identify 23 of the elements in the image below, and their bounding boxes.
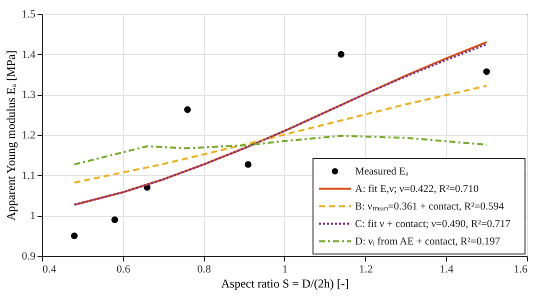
x-tick-label: 0.8 <box>197 264 212 276</box>
legend-label: D: νᵢ from AE + contact, R²=0.197 <box>355 236 500 248</box>
legend-label: Measured Eₐ <box>355 166 408 178</box>
y-axis-title: Apparent Young modulus Eₐ [MPa] <box>4 50 18 221</box>
x-tick-label: 1.4 <box>440 264 454 276</box>
y-tick-label: 1.1 <box>22 170 36 182</box>
x-tick-label: 1.6 <box>514 264 528 276</box>
line-series <box>73 134 488 166</box>
x-axis-title: Aspect ratio S = D/(2h) [-] <box>221 276 349 290</box>
x-tick-label: 0.4 <box>42 264 57 276</box>
line-series <box>73 84 488 184</box>
y-tick-label: 1.3 <box>22 89 36 102</box>
legend-label: B: νₘₑₐₙ=0.361 + contact, R²=0.594 <box>355 201 505 212</box>
x-tick-label: 0.6 <box>116 264 131 276</box>
y-tick-label: 1.4 <box>22 48 36 61</box>
legend-label: C: fit ν + contact; ν=0.490, R²=0.717 <box>355 218 511 230</box>
x-tick-label: 1.2 <box>358 264 373 276</box>
y-tick-label: 1.2 <box>22 130 36 142</box>
x-tick-label: 1 <box>282 264 288 276</box>
y-tick-label: 1.5 <box>22 8 36 20</box>
y-tick-label: 0.9 <box>22 250 36 262</box>
y-tick-label: 1 <box>30 210 36 222</box>
legend-label: A: fit E,ν; ν=0.422, R²=0.710 <box>355 184 479 195</box>
